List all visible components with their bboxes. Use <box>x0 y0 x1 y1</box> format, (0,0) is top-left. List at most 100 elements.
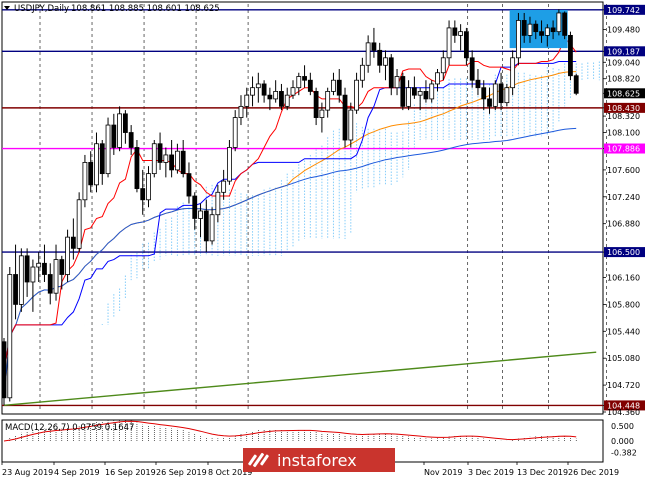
bull-candle <box>53 259 59 294</box>
bear-candle <box>203 210 209 242</box>
bear-candle <box>475 79 481 89</box>
bear-candle <box>388 57 394 89</box>
price-tick-label: 106.500 <box>607 248 640 257</box>
time-tick-label: 23 Aug 2019 <box>2 468 53 477</box>
price-label-bg <box>604 4 645 15</box>
bull-candle <box>76 199 82 249</box>
price-tick-label: 108.320 <box>607 112 640 121</box>
bull-candle <box>319 109 325 118</box>
ma-blue-line <box>3 127 577 398</box>
bull-candle <box>273 91 279 100</box>
bear-candle <box>111 124 117 148</box>
bear-candle <box>313 91 319 118</box>
chart-header-symbol: USDJPY,Daily <box>14 4 69 14</box>
price-tick-label: 108.820 <box>607 75 640 84</box>
price-label-bg <box>604 88 645 99</box>
bear-candle <box>302 76 307 81</box>
price-tick-label: 106.880 <box>607 220 640 229</box>
bear-candle <box>550 27 556 33</box>
bull-candle <box>417 91 423 96</box>
bear-candle <box>573 75 579 94</box>
bull-candle <box>394 76 400 89</box>
bull-candle <box>221 180 227 193</box>
bear-candle <box>24 255 30 283</box>
bear-candle <box>13 274 18 305</box>
price-label-bg <box>604 247 645 258</box>
bull-candle <box>516 20 521 59</box>
price-tick-label: 109.742 <box>607 6 640 15</box>
bear-candle <box>157 143 163 163</box>
price-label-bg <box>604 46 645 57</box>
collapse-arrow-icon[interactable] <box>4 6 10 10</box>
price-tick-label: 107.240 <box>607 193 640 202</box>
bull-candle <box>348 109 354 141</box>
bear-candle <box>122 113 128 133</box>
bull-candle <box>146 173 151 201</box>
price-tick-label: 109.480 <box>607 25 640 34</box>
bear-candle <box>411 87 417 96</box>
price-tick-label: 105.080 <box>607 354 640 363</box>
bear-candle <box>498 83 504 104</box>
bear-candle <box>180 150 186 175</box>
bear-candle <box>186 173 192 197</box>
bear-candle <box>377 49 383 66</box>
bear-candle <box>562 12 568 36</box>
price-label-bg <box>604 102 645 113</box>
bull-candle <box>117 113 122 148</box>
bull-candle <box>290 87 296 96</box>
bull-candle <box>296 76 302 89</box>
macd-panel: 0.500 0.000 -0.382 <box>3 419 637 457</box>
time-tick-label: 26 Sep 2019 <box>156 468 207 477</box>
bull-candle <box>527 23 533 36</box>
bear-candle <box>261 83 267 96</box>
price-tick-label: 105.440 <box>607 327 640 336</box>
indicator-lines <box>3 36 577 398</box>
price-tick-label: 104.720 <box>607 381 640 390</box>
bear-candle <box>452 27 458 36</box>
kijun-line <box>3 61 577 372</box>
time-tick-label: Nov 2019 <box>424 468 463 477</box>
bull-candle <box>446 27 452 59</box>
bear-candle <box>279 91 284 107</box>
bear-candle <box>70 236 76 249</box>
bear-candle <box>487 98 492 107</box>
bull-candle <box>510 57 516 89</box>
bull-candle <box>354 79 359 111</box>
bear-candle <box>140 188 146 201</box>
bear-candle <box>59 259 65 275</box>
bear-candle <box>128 132 134 148</box>
bull-candle <box>105 124 111 175</box>
bear-candle <box>192 195 198 219</box>
bear-candle <box>267 94 273 100</box>
time-tick-label: 26 Dec 2019 <box>568 468 619 477</box>
bear-candle <box>521 20 527 36</box>
bull-candle <box>406 87 412 107</box>
bull-candle <box>244 94 250 107</box>
bear-candle <box>336 79 342 96</box>
chart-header-quote: 108.861 108.885 108.601 108.625 <box>71 4 220 14</box>
bull-candle <box>556 12 562 33</box>
horizontal-levels <box>2 9 603 407</box>
bear-candle <box>539 31 544 36</box>
instaforex-watermark: instaforex <box>243 448 395 472</box>
vertical-gridlines <box>39 4 607 412</box>
bull-candle <box>65 236 70 275</box>
bull-candle <box>331 79 336 92</box>
bull-candle <box>435 72 440 85</box>
bear-candle <box>47 274 53 294</box>
bear-candle <box>481 87 487 100</box>
bear-candle <box>423 91 429 100</box>
bull-candle <box>492 83 498 107</box>
price-tick-label: 104.448 <box>607 401 640 410</box>
bull-candle <box>30 266 36 283</box>
bear-candle <box>1 341 7 399</box>
price-tick-label: 107.886 <box>607 145 640 154</box>
bull-candle <box>359 64 365 81</box>
tenkan-line <box>3 36 577 372</box>
price-tick-label: 109.187 <box>607 47 640 56</box>
macd-tick-label: 0.500 <box>611 422 634 431</box>
bull-candle <box>227 147 232 182</box>
bull-candle <box>209 214 215 242</box>
bull-candle <box>250 87 255 96</box>
